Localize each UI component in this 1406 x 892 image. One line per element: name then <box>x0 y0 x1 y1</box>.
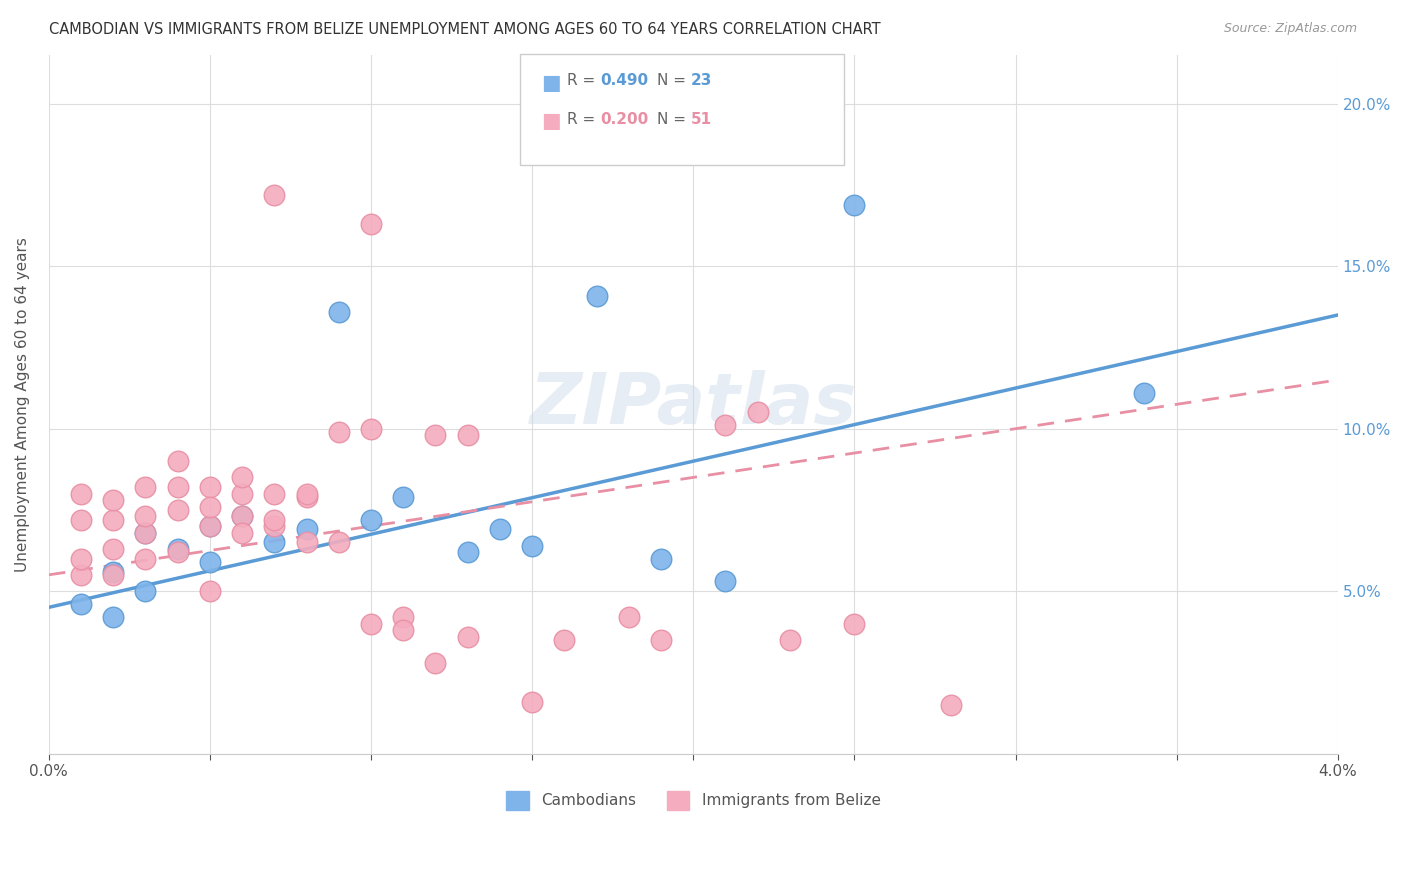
Point <box>585 288 607 302</box>
Point <box>70 486 93 500</box>
Point <box>263 513 285 527</box>
Point <box>231 509 253 524</box>
Point <box>198 555 221 569</box>
Point <box>70 567 93 582</box>
Point <box>295 490 318 504</box>
Point <box>553 632 575 647</box>
Point <box>198 480 221 494</box>
Point <box>103 610 125 624</box>
Text: ■: ■ <box>541 112 561 131</box>
Point <box>263 187 285 202</box>
Text: CAMBODIAN VS IMMIGRANTS FROM BELIZE UNEMPLOYMENT AMONG AGES 60 TO 64 YEARS CORRE: CAMBODIAN VS IMMIGRANTS FROM BELIZE UNEM… <box>49 22 880 37</box>
Point <box>360 616 382 631</box>
Point <box>328 535 350 549</box>
Point <box>198 584 221 599</box>
Text: N =: N = <box>657 112 690 127</box>
Point <box>295 535 318 549</box>
Point <box>103 567 125 582</box>
Point <box>134 525 156 540</box>
Point <box>166 545 188 559</box>
Point <box>520 694 543 708</box>
Point <box>489 522 512 536</box>
Point <box>134 584 156 599</box>
Point <box>231 486 253 500</box>
Point <box>231 525 253 540</box>
Point <box>425 656 447 670</box>
Point <box>134 551 156 566</box>
Text: Source: ZipAtlas.com: Source: ZipAtlas.com <box>1223 22 1357 36</box>
Point <box>520 539 543 553</box>
Point <box>166 503 188 517</box>
Point <box>844 616 866 631</box>
Point <box>392 623 415 637</box>
Text: 0.490: 0.490 <box>600 73 648 88</box>
Text: N =: N = <box>657 73 690 88</box>
Point <box>134 509 156 524</box>
Point <box>714 418 737 433</box>
Point <box>747 405 769 419</box>
Point <box>166 541 188 556</box>
Point <box>650 632 672 647</box>
Point <box>328 304 350 318</box>
Point <box>198 519 221 533</box>
Point <box>328 425 350 439</box>
Point <box>295 486 318 500</box>
Point <box>166 480 188 494</box>
Point <box>360 217 382 231</box>
Point <box>617 610 640 624</box>
Point <box>457 630 479 644</box>
Point <box>392 610 415 624</box>
Point <box>263 535 285 549</box>
Point <box>70 513 93 527</box>
Point <box>263 486 285 500</box>
Point <box>425 428 447 442</box>
Text: 51: 51 <box>690 112 711 127</box>
Point <box>70 597 93 611</box>
Point <box>166 454 188 468</box>
Point <box>198 500 221 514</box>
Point <box>198 519 221 533</box>
Point <box>103 513 125 527</box>
Point <box>134 525 156 540</box>
Y-axis label: Unemployment Among Ages 60 to 64 years: Unemployment Among Ages 60 to 64 years <box>15 237 30 572</box>
Point <box>231 509 253 524</box>
Point <box>650 551 672 566</box>
Text: ZIPatlas: ZIPatlas <box>530 370 856 439</box>
Point <box>295 522 318 536</box>
Point <box>360 422 382 436</box>
Point <box>134 480 156 494</box>
Point <box>747 142 769 156</box>
Point <box>392 490 415 504</box>
Text: 0.200: 0.200 <box>600 112 648 127</box>
Point <box>457 545 479 559</box>
Point <box>231 470 253 484</box>
Text: R =: R = <box>567 73 600 88</box>
Point <box>1133 386 1156 401</box>
Point <box>779 632 801 647</box>
Text: ■: ■ <box>541 73 561 93</box>
Point <box>70 551 93 566</box>
Point <box>103 565 125 579</box>
Point <box>103 541 125 556</box>
Text: R =: R = <box>567 112 600 127</box>
Point <box>263 519 285 533</box>
Point <box>844 197 866 211</box>
Point <box>714 574 737 589</box>
Point <box>103 493 125 508</box>
Legend: Cambodians, Immigrants from Belize: Cambodians, Immigrants from Belize <box>499 785 887 815</box>
Text: 23: 23 <box>690 73 711 88</box>
Point <box>457 428 479 442</box>
Point <box>360 513 382 527</box>
Point <box>939 698 962 712</box>
